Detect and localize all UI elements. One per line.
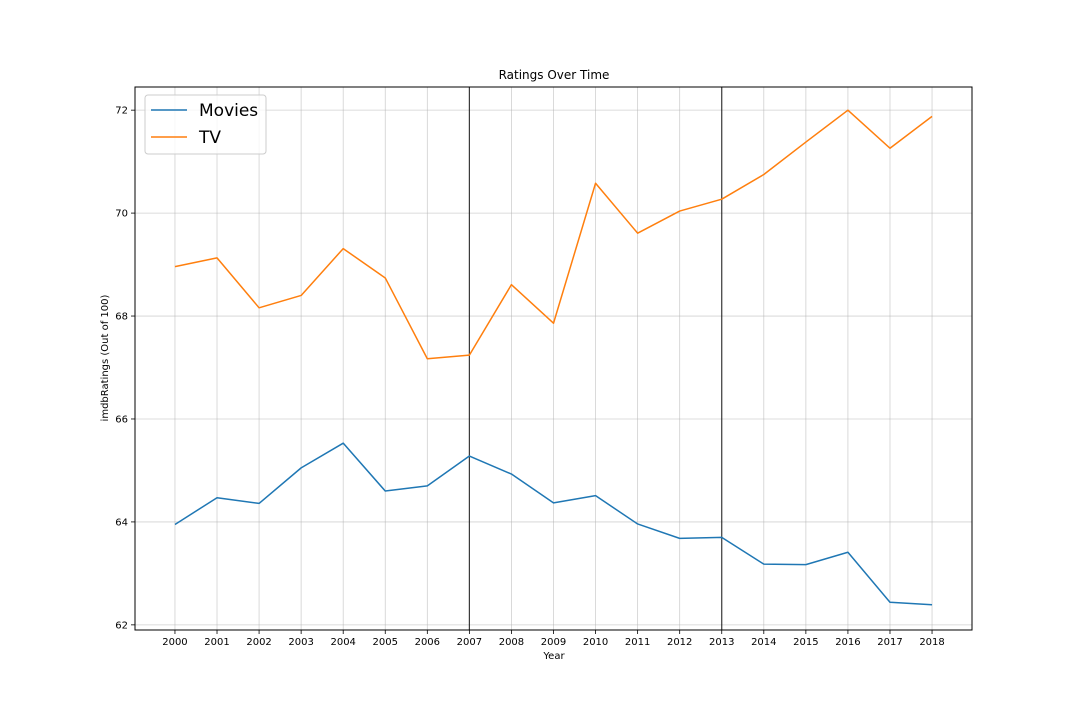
x-tick-label: 2005 (373, 637, 398, 648)
legend: Movies TV (144, 94, 267, 155)
x-tick-label: 2008 (499, 637, 524, 648)
x-tick-label: 2013 (709, 637, 734, 648)
x-tick-label: 2002 (246, 637, 271, 648)
chart-title: Ratings Over Time (499, 68, 610, 82)
x-tick-label: 2017 (877, 637, 902, 648)
y-tick-label: 72 (115, 106, 128, 117)
x-tick-label: 2011 (625, 637, 650, 648)
series-lines (174, 109, 933, 606)
x-tick-label: 2015 (793, 637, 818, 648)
x-tick-label: 2012 (667, 637, 692, 648)
x-tick-label: 2000 (162, 637, 187, 648)
x-tick-label: 2009 (541, 637, 566, 648)
y-tick-label: 66 (115, 414, 128, 425)
y-tick-label: 68 (115, 312, 128, 323)
x-axis-label: Year (542, 651, 565, 662)
y-axis-ticks: 62 64 66 68 70 72 (115, 106, 135, 631)
y-axis-label: imdbRatings (Out of 100) (100, 294, 111, 421)
x-tick-label: 2018 (919, 637, 944, 648)
y-tick-label: 62 (115, 620, 128, 631)
x-tick-label: 2007 (457, 637, 482, 648)
series-line-tv (174, 109, 933, 360)
vertical-markers (468, 87, 723, 630)
x-tick-label: 2001 (204, 637, 229, 648)
x-axis-ticks: 2000 2001 2002 2003 2004 2005 2006 2007 2008 2009… (162, 630, 945, 648)
x-tick-label: 2016 (835, 637, 860, 648)
y-tick-label: 70 (115, 209, 128, 220)
x-tick-label: 2014 (751, 637, 776, 648)
x-tick-label: 2004 (330, 637, 355, 648)
x-tick-label: 2003 (288, 637, 313, 648)
x-tick-label: 2010 (583, 637, 608, 648)
x-tick-label: 2006 (415, 637, 440, 648)
grid-lines (135, 87, 972, 630)
y-tick-label: 64 (115, 517, 128, 528)
legend-label-movies: Movies (199, 101, 258, 121)
series-line-movies (174, 442, 933, 606)
legend-label-tv: TV (198, 128, 221, 148)
